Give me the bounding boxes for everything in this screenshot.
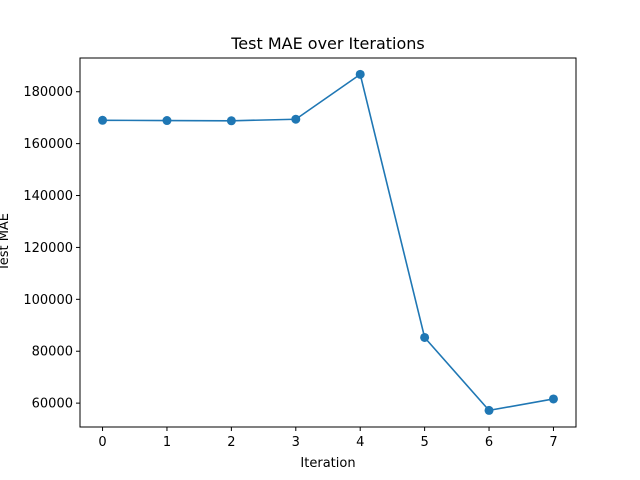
y-tick-label: 180000: [23, 85, 73, 100]
series-layer: [98, 69, 558, 415]
data-point: [355, 69, 365, 79]
data-point: [291, 114, 301, 124]
y-tick-label: 60000: [32, 397, 73, 412]
x-axis-label: Iteration: [300, 456, 355, 471]
y-tick-label: 160000: [23, 137, 73, 152]
data-point: [484, 405, 494, 415]
y-tick-label: 140000: [23, 189, 73, 204]
y-axis-ticks: 60000 80000 100000 120000 140000 160000 180000: [23, 85, 80, 412]
x-tick-label: 5: [420, 435, 428, 450]
x-tick-label: 3: [292, 435, 300, 450]
y-tick-label: 120000: [23, 241, 73, 256]
y-tick-label: 80000: [32, 345, 73, 360]
data-point: [98, 115, 108, 125]
x-tick-label: 4: [356, 435, 364, 450]
data-point: [548, 394, 558, 404]
data-point: [420, 332, 430, 342]
data-point: [226, 116, 236, 126]
x-tick-label: 7: [549, 435, 557, 450]
plot-area-frame: [79, 57, 577, 428]
x-axis-ticks: 0 1 2 3 4 5 6 7: [98, 427, 558, 450]
x-tick-label: 0: [98, 435, 106, 450]
x-tick-label: 2: [227, 435, 235, 450]
series-line: [102, 73, 554, 412]
x-tick-label: 1: [163, 435, 171, 450]
data-point: [162, 116, 172, 126]
x-tick-label: 6: [485, 435, 493, 450]
y-axis-label: Test MAE: [0, 213, 12, 272]
y-tick-label: 100000: [23, 293, 73, 308]
chart-title: Test MAE over Iterations: [230, 34, 425, 53]
